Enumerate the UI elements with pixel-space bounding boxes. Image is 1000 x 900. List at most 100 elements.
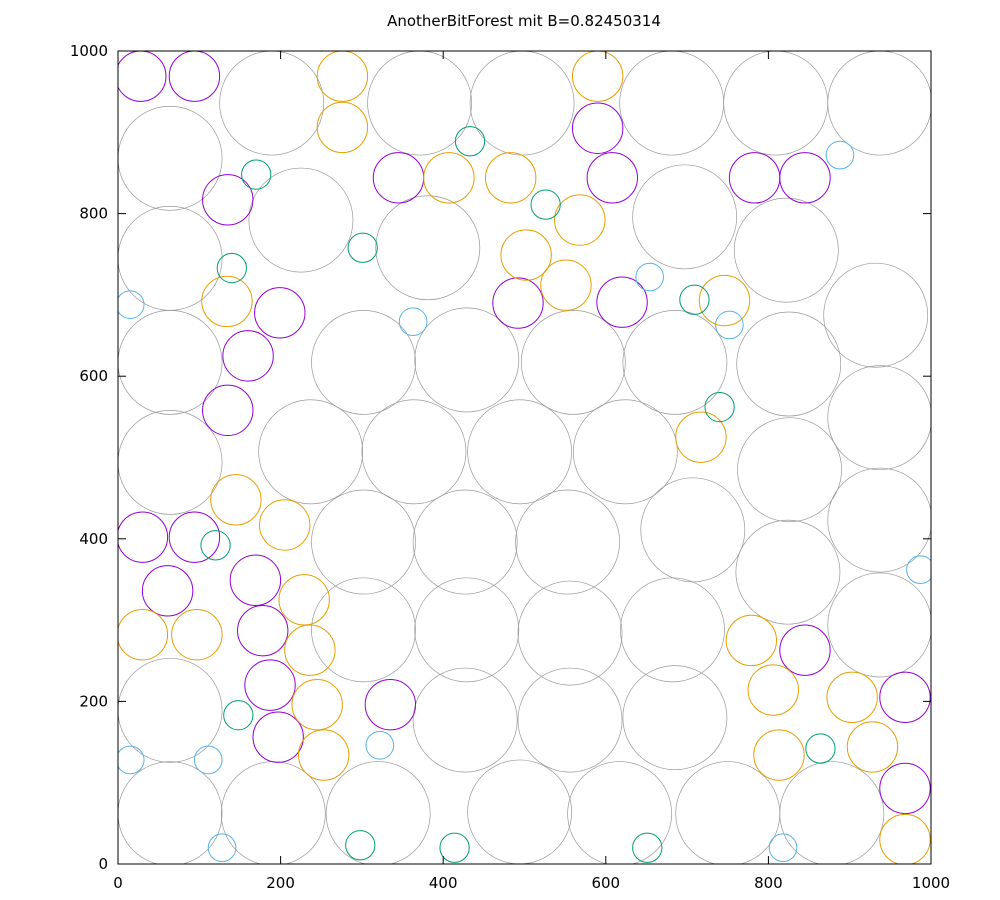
- circle: [201, 275, 253, 328]
- circle: [412, 489, 518, 595]
- circle: [492, 277, 544, 329]
- circle: [619, 51, 725, 156]
- circle: [241, 159, 272, 190]
- circle: [118, 410, 223, 515]
- circle: [278, 574, 330, 626]
- circle: [723, 51, 829, 156]
- circle: [826, 671, 878, 724]
- circle: [622, 309, 728, 415]
- circle: [316, 51, 369, 102]
- circle: [202, 384, 254, 437]
- circle: [517, 667, 623, 773]
- circle: [297, 729, 350, 781]
- circle: [414, 307, 520, 413]
- circle: [622, 665, 728, 771]
- circle: [258, 399, 364, 505]
- chart-title: AnotherBitForest mit B=0.82450314: [387, 12, 661, 30]
- circle: [284, 624, 336, 676]
- circle: [733, 197, 839, 303]
- circle: [779, 624, 831, 676]
- circle: [254, 287, 306, 339]
- circle: [118, 657, 223, 763]
- circle: [515, 489, 620, 595]
- circle: [500, 229, 552, 281]
- circle: [827, 572, 931, 678]
- y-tick-label: 0: [98, 855, 108, 873]
- x-tick-label: 200: [266, 874, 295, 892]
- circle: [679, 284, 710, 315]
- x-tick-label: 800: [754, 874, 783, 892]
- circle: [237, 604, 289, 657]
- circle: [412, 667, 518, 773]
- circle: [141, 565, 194, 617]
- circle: [118, 511, 169, 563]
- circle: [200, 530, 231, 561]
- circle: [779, 761, 885, 864]
- circle: [632, 832, 663, 863]
- circle: [467, 759, 572, 864]
- circle: [202, 174, 254, 226]
- circle: [540, 259, 592, 311]
- x-tick-label: 0: [113, 874, 123, 892]
- y-tick-label: 200: [79, 692, 108, 710]
- circle: [222, 330, 274, 382]
- circle: [168, 51, 221, 102]
- circle: [728, 152, 781, 204]
- circle: [530, 189, 561, 220]
- circle: [572, 399, 678, 505]
- circle: [372, 152, 425, 204]
- circle: [311, 309, 416, 415]
- circle: [118, 51, 167, 102]
- circle: [210, 474, 262, 526]
- circle: [779, 152, 831, 204]
- circle: [311, 577, 416, 683]
- circle: [725, 614, 778, 667]
- circle: [675, 411, 727, 463]
- circle: [118, 310, 223, 415]
- circle: [229, 554, 282, 606]
- circle: [118, 105, 223, 211]
- circle: [118, 205, 223, 311]
- circle: [571, 51, 624, 102]
- circle: [735, 519, 841, 625]
- circle: [520, 309, 626, 415]
- circle: [345, 830, 376, 861]
- circle: [715, 310, 744, 340]
- circle: [596, 276, 648, 328]
- plot-area: [118, 51, 931, 864]
- circle: [879, 813, 931, 864]
- circle: [364, 678, 417, 731]
- circle: [635, 262, 665, 292]
- circle: [207, 833, 237, 863]
- circle: [825, 140, 855, 170]
- circle: [675, 761, 781, 864]
- circle: [906, 555, 931, 585]
- circle: [567, 761, 672, 864]
- circle: [118, 290, 145, 319]
- circle: [423, 152, 475, 204]
- circle: [736, 311, 842, 417]
- circle: [846, 721, 899, 773]
- circle: [168, 511, 221, 563]
- circle: [698, 274, 751, 327]
- circle: [768, 833, 798, 863]
- circle: [454, 126, 486, 157]
- circle: [118, 761, 223, 864]
- circle: [398, 307, 428, 337]
- circle: [517, 580, 623, 686]
- y-tick-label: 1000: [70, 42, 108, 60]
- circle: [365, 730, 395, 760]
- circle: [220, 761, 326, 864]
- circle: [827, 467, 931, 573]
- circle: [118, 609, 169, 661]
- circle: [258, 499, 311, 551]
- circle: [118, 745, 145, 775]
- circle: [171, 609, 223, 661]
- x-tick-label: 600: [591, 874, 620, 892]
- circle: [252, 711, 304, 763]
- circle: [586, 152, 639, 204]
- plot-frame: [117, 50, 932, 865]
- circle: [632, 164, 738, 270]
